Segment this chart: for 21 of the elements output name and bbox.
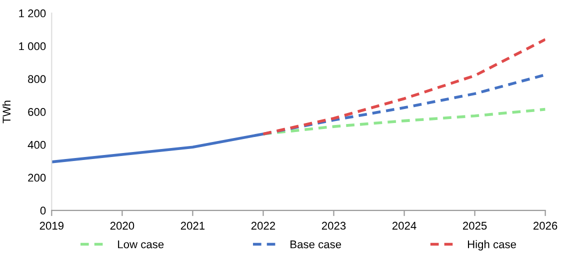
x-tick-label: 2019	[40, 222, 64, 230]
x-tick-label: 2024	[392, 222, 416, 230]
y-tick-label: 1 000	[19, 42, 46, 50]
x-tick-label: 2025	[462, 222, 487, 230]
x-tick-label: 2023	[322, 222, 346, 230]
y-tick-label: 200	[28, 174, 46, 182]
y-tick-label: 0	[40, 206, 46, 215]
y-tick-label: 400	[28, 140, 46, 149]
x-tick-label: 2021	[180, 222, 205, 230]
x-tick-label: 2022	[251, 222, 276, 230]
y-tick-label: 800	[28, 75, 46, 84]
y-tick-label: 600	[28, 108, 46, 116]
y-axis-title: TWh	[2, 100, 10, 124]
legend-label: High case	[468, 240, 516, 250]
legend-label: Base case	[290, 240, 342, 248]
x-tick-label: 2026	[534, 222, 558, 230]
legend-label: Low case	[118, 240, 164, 248]
x-tick-label: 2020	[110, 222, 134, 230]
y-tick-label: 1 200	[19, 9, 46, 18]
line-series	[262, 38, 546, 136]
line-series	[262, 108, 546, 136]
